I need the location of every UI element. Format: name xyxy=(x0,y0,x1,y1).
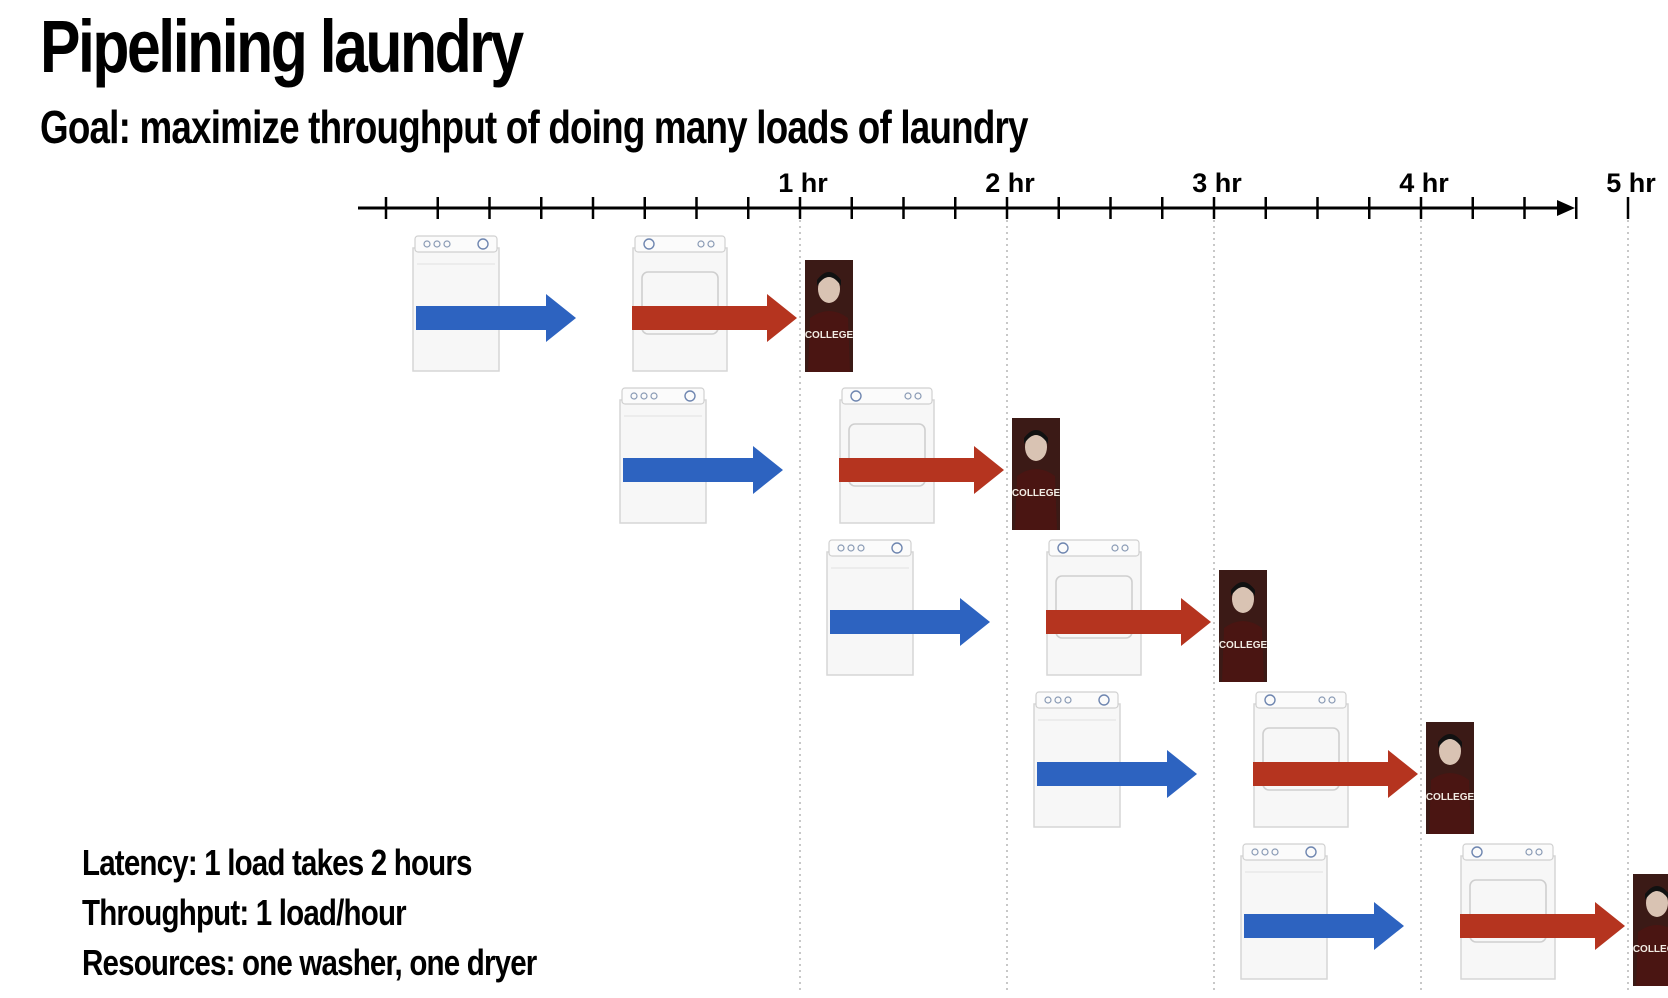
college-person-icon: COLLEGE xyxy=(1426,722,1475,834)
dryer-icon xyxy=(632,235,728,372)
throughput-stat: Throughput: 1 load/hour xyxy=(82,892,407,933)
college-person-icon: COLLEGE xyxy=(805,260,854,372)
tick-label: 3 hr xyxy=(1192,168,1242,198)
washer-icon xyxy=(1033,691,1121,828)
shirt-text: COLLEGE xyxy=(1219,640,1268,651)
shirt-text: COLLEGE xyxy=(805,330,854,341)
shirt-text: COLLEGE xyxy=(1012,488,1061,499)
wash-arrow xyxy=(830,598,990,646)
dryer-icon xyxy=(1046,539,1142,676)
latency-stat: Latency: 1 load takes 2 hours xyxy=(82,842,472,883)
dry-arrow xyxy=(1046,598,1211,646)
shirt-text: COLLEGE xyxy=(1633,944,1668,955)
page-title: Pipelining laundry xyxy=(40,5,524,88)
washer-icon xyxy=(619,387,707,524)
dry-arrow xyxy=(839,446,1004,494)
wash-arrow xyxy=(623,446,783,494)
dryer-icon xyxy=(1253,691,1349,828)
dryer-icon xyxy=(839,387,935,524)
tick-label: 2 hr xyxy=(985,168,1035,198)
washer-icon xyxy=(412,235,500,372)
dry-arrow xyxy=(632,294,797,342)
tick-label: 5 hr xyxy=(1606,168,1656,198)
washer-icon xyxy=(1240,843,1328,980)
wash-arrow xyxy=(416,294,576,342)
shirt-text: COLLEGE xyxy=(1426,792,1475,803)
page-subtitle: Goal: maximize throughput of doing many … xyxy=(40,101,1028,153)
dry-arrow xyxy=(1253,750,1418,798)
wash-arrow xyxy=(1037,750,1197,798)
stats-block: Latency: 1 load takes 2 hours Throughput… xyxy=(82,838,636,988)
dryer-icon xyxy=(1460,843,1556,980)
tick-label: 4 hr xyxy=(1399,168,1449,198)
resources-stat: Resources: one washer, one dryer xyxy=(82,942,537,983)
timeline-arrowhead xyxy=(1557,200,1575,216)
college-person-icon: COLLEGE xyxy=(1219,570,1268,682)
college-person-icon: COLLEGE xyxy=(1633,874,1668,986)
wash-arrow xyxy=(1244,902,1404,950)
dry-arrow xyxy=(1460,902,1625,950)
tick-label: 1 hr xyxy=(778,168,828,198)
washer-icon xyxy=(826,539,914,676)
college-person-icon: COLLEGE xyxy=(1012,418,1061,530)
